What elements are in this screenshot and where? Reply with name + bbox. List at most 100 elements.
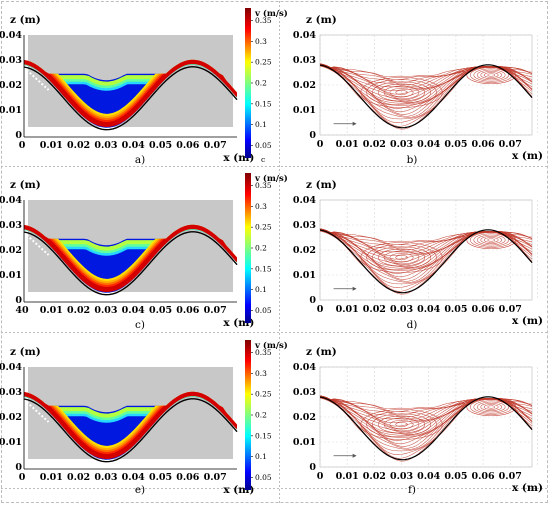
streamline (319, 229, 533, 295)
colorbar-tick-label: 0.35 (255, 348, 272, 357)
x-tick-label: 0.02 (363, 471, 386, 482)
vortex-streamline (473, 68, 509, 82)
vortex-streamline (469, 399, 513, 415)
z-tick-label: 0.03 (0, 220, 22, 231)
reference-arrowhead (352, 286, 357, 291)
z-axis-title: z (m) (10, 179, 41, 191)
panel-caption-f: f) (408, 484, 416, 496)
streamline (319, 396, 533, 462)
vortex-streamline (487, 238, 496, 242)
x-tick-label: 0.06 (472, 471, 496, 482)
colorbar-title: v (m/s) (254, 340, 288, 351)
z-tick-label: 0.01 (0, 437, 22, 448)
vortex-streamline (476, 69, 506, 81)
colorbar-tick-label: 0.2 (255, 244, 267, 253)
x-tick-label: 0.07 (204, 472, 227, 483)
x-tick-label: 0.02 (67, 140, 90, 151)
z-tick-label: 0.03 (293, 55, 316, 66)
vortex-streamline (377, 248, 426, 267)
streamline (319, 396, 533, 418)
z-tick-label: 0.02 (293, 80, 316, 91)
vortex-streamline (360, 242, 443, 273)
vortex-streamline (360, 77, 443, 108)
colorbar-tick-label: 0.05 (255, 473, 272, 482)
bed-profile (23, 398, 238, 463)
reference-arrowhead (352, 453, 357, 458)
vortex-streamline (466, 65, 516, 85)
x-tick-label: 0 (317, 471, 324, 482)
x-tick-label: 0.07 (204, 140, 227, 151)
x-tick-label: 0.03 (390, 139, 413, 150)
streamline (319, 229, 533, 251)
z-tick-label: 0 (309, 462, 316, 473)
colorbar-tick-label: 0.15 (255, 99, 272, 108)
z-tick-label: 0.03 (293, 387, 316, 398)
z-tick-label: 0.01 (0, 105, 22, 116)
x-tick-label: 0.04 (417, 139, 441, 150)
z-tick-label: 0.02 (0, 245, 22, 256)
vortex-streamline (395, 422, 408, 427)
vortex-streamline (480, 402, 502, 412)
vortex-streamline (377, 83, 426, 102)
colorbar-tick-label: 0.25 (255, 58, 272, 67)
plot-frame (319, 34, 533, 136)
colorbar-tick-label: 0.3 (255, 369, 267, 378)
x-tick-label: 0.04 (122, 140, 146, 151)
x-tick-label: 0.02 (363, 139, 386, 150)
vortex-streamline (383, 250, 420, 265)
z-tick-label: 0.04 (293, 195, 317, 206)
vortex-streamline (483, 237, 499, 243)
vortex-streamline (466, 230, 516, 250)
x-tick-label: 0.03 (390, 304, 413, 315)
vortex-streamline (366, 244, 437, 271)
colorbar-tick-label: 0.35 (255, 16, 272, 25)
vortex-streamline (383, 417, 420, 432)
stray-mark: c (261, 155, 265, 164)
vortex-streamline (483, 72, 499, 78)
x-tick-label: 0.04 (122, 305, 146, 316)
z-tick-label: 0.01 (293, 105, 316, 116)
x-tick-label: 0.01 (40, 140, 63, 151)
x-tick-label: 0.05 (149, 140, 172, 151)
vortex-streamline (360, 409, 443, 440)
z-tick-label: 0 (15, 130, 22, 141)
colorbar-tick-label: 0.25 (255, 390, 272, 399)
x-tick-label: 0.07 (499, 304, 522, 315)
vortex-streamline (383, 85, 420, 100)
z-tick-label: 0.02 (0, 80, 22, 91)
x-tick-label: 0.01 (336, 139, 359, 150)
x-tick-label: 0.02 (363, 304, 386, 315)
x-tick-label: 0.06 (472, 304, 496, 315)
reference-arrowhead (352, 121, 357, 126)
bed-profile (319, 229, 533, 294)
colorbar-title: v (m/s) (254, 8, 288, 19)
panel-caption-c: c) (135, 319, 145, 331)
panel-divider-row2 (1, 332, 548, 333)
x-tick-label: 0.01 (336, 471, 359, 482)
colorbar-tick-label: 0.15 (255, 264, 272, 273)
vortex-streamline (473, 233, 509, 247)
z-tick-label: 0.03 (0, 55, 22, 66)
vortex-streamline (476, 234, 506, 246)
x-tick-label: 0.05 (444, 139, 467, 150)
vortex-streamline (487, 73, 496, 77)
z-tick-label: 0.04 (0, 362, 22, 373)
vortex-streamline (389, 252, 414, 263)
colorbar-tick-label: 0.2 (255, 79, 267, 88)
plot-frame (319, 366, 533, 468)
x-tick-label: 40 (15, 305, 29, 316)
inlet-marker (26, 401, 50, 423)
panel-divider-vertical (279, 1, 280, 503)
z-tick-label: 0.02 (293, 412, 316, 423)
x-axis-title: x (m) (512, 315, 543, 327)
velocity-band (24, 391, 237, 459)
x-tick-label: 0.05 (149, 305, 172, 316)
z-axis-title: z (m) (10, 14, 41, 26)
panel-divider-row1 (1, 166, 548, 167)
vortex-streamline (389, 419, 414, 430)
panel-caption-d: d) (407, 319, 418, 331)
